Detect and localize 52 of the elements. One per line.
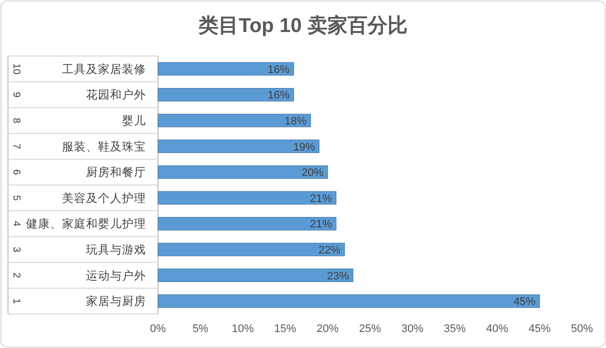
data-label: 23% (327, 270, 350, 282)
y-tick-label: 运动与户外 (86, 268, 146, 282)
chart-title: 类目Top 10 卖家百分比 (198, 14, 408, 37)
data-label: 21% (310, 192, 332, 205)
x-tick-label: 20% (316, 323, 339, 335)
x-tick-label: 25% (358, 323, 382, 335)
bar (158, 242, 345, 256)
y-tick-label: 厨房和餐厅 (86, 165, 146, 180)
x-tick-label: 10% (232, 323, 254, 335)
data-label: 20% (302, 167, 324, 180)
bar (158, 294, 540, 308)
y-tick-label: 工具及家居装修 (62, 62, 146, 76)
data-label: 16% (268, 64, 290, 76)
bar (158, 140, 320, 153)
data-label: 45% (514, 296, 536, 308)
text: 2 (10, 272, 22, 279)
bar (158, 88, 294, 102)
y-tick-label: 玩具与游戏 (86, 244, 146, 256)
x-tick-label: 5% (192, 323, 209, 335)
y-tick-label: 婴儿 (122, 114, 146, 128)
y-tick-label: 健康、家庭和婴儿护理 (26, 216, 146, 231)
y-tick-label: 家居与厨房 (86, 294, 146, 308)
x-tick-label: 35% (444, 323, 466, 335)
text: 8 (10, 118, 22, 124)
x-tick-label: 0% (150, 323, 166, 335)
text: 6 (10, 169, 22, 176)
y-tick-label: 美容及个人护理 (62, 190, 146, 205)
data-label: 21% (310, 218, 332, 231)
bar (158, 191, 336, 205)
bar (158, 268, 354, 282)
x-tick-label: 45% (528, 323, 551, 335)
data-label: 19% (293, 141, 316, 154)
x-tick-label: 40% (486, 323, 508, 335)
y-tick-label: 花园和户外 (86, 88, 146, 102)
data-label: 16% (268, 90, 290, 102)
x-tick-label: 15% (274, 323, 296, 335)
x-tick-label: 50% (570, 323, 594, 335)
y-tick-label: 服装、鞋及珠宝 (62, 139, 146, 154)
bar (158, 62, 294, 76)
bar (158, 165, 328, 179)
x-tick-label: 30% (401, 323, 424, 335)
data-label: 18% (284, 116, 307, 128)
text: 9 (10, 92, 22, 98)
data-label: 22% (318, 244, 341, 256)
bar (158, 217, 336, 230)
text: 10 (10, 63, 22, 75)
text: 3 (10, 246, 22, 253)
text: 1 (10, 298, 22, 304)
text: 4 (10, 220, 22, 227)
bar (158, 114, 311, 128)
text: 5 (10, 195, 22, 202)
text: 7 (10, 144, 22, 150)
